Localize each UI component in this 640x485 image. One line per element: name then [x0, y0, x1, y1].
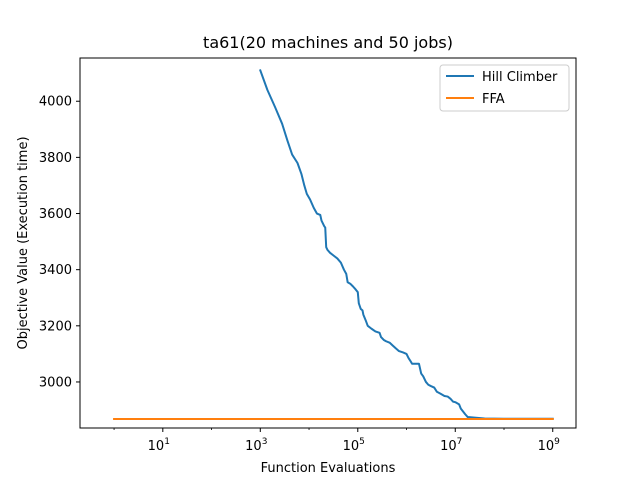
y-tick-label: 3600	[39, 207, 72, 222]
chart-title: ta61(20 machines and 50 jobs)	[203, 33, 453, 52]
y-axis: 3000 3200 3400 3600 3800 4000	[39, 95, 80, 390]
y-tick-label: 3800	[39, 151, 72, 166]
legend-label: FFA	[482, 92, 505, 107]
x-tick-label: 107	[440, 437, 462, 454]
legend-label: Hill Climber	[482, 70, 558, 85]
y-tick-label: 3400	[39, 263, 72, 278]
plot-area-frame	[79, 57, 577, 429]
y-axis-title: Objective Value (Execution time)	[16, 136, 31, 349]
x-tick-label: 101	[148, 437, 170, 454]
y-tick-label: 3200	[39, 319, 72, 334]
series-line-hill-climber	[259, 69, 554, 420]
x-tick-label: 103	[245, 437, 267, 454]
x-axis-title: Function Evaluations	[261, 461, 396, 476]
x-axis: 101 103 105 107 109	[113, 428, 561, 454]
x-tick-label: 105	[343, 437, 365, 454]
legend: Hill Climber FFA	[439, 64, 570, 112]
y-tick-label: 4000	[39, 95, 72, 110]
x-tick-label: 109	[538, 437, 561, 454]
y-tick-label: 3000	[39, 375, 72, 390]
